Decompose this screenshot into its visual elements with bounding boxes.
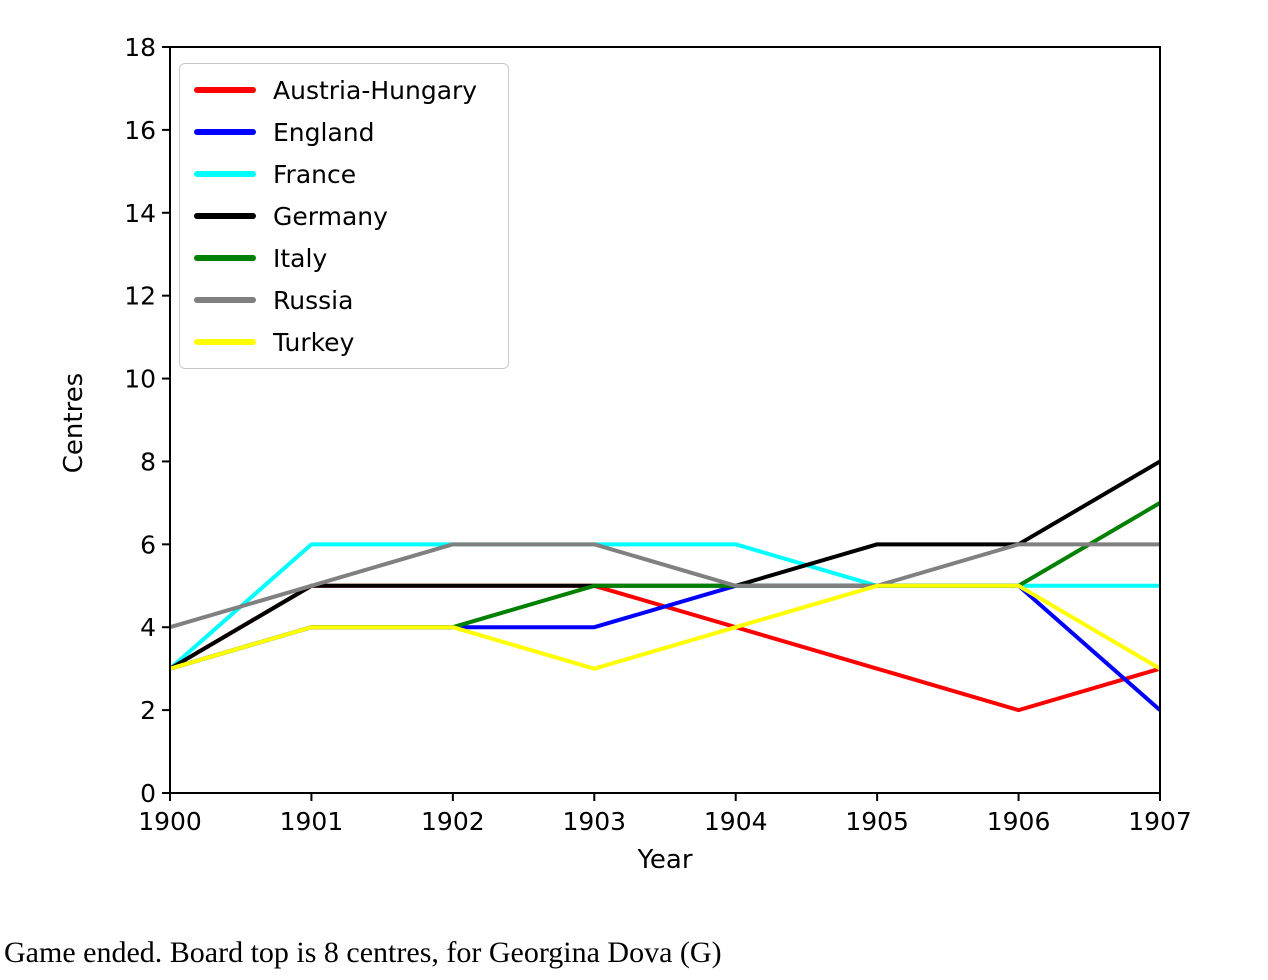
legend-item-italy: Italy xyxy=(180,237,508,279)
germany-legend-swatch xyxy=(194,213,256,219)
legend-item-russia: Russia xyxy=(180,279,508,321)
russia-legend-swatch xyxy=(194,297,256,303)
russia-line xyxy=(169,542,1160,630)
y-axis-title: Centres xyxy=(59,373,89,473)
england-legend-swatch xyxy=(194,129,256,135)
y-tick-label: 2 xyxy=(140,696,156,725)
legend-label: Italy xyxy=(273,243,328,273)
y-tick-label: 14 xyxy=(124,199,156,228)
y-tick-label: 16 xyxy=(124,116,156,145)
x-axis-title: Year xyxy=(636,845,692,875)
austria-hungary-legend-swatch xyxy=(194,87,256,93)
legend-label: Germany xyxy=(273,201,388,231)
italy-legend-swatch xyxy=(194,255,256,261)
legend-item-turkey: Turkey xyxy=(180,321,508,363)
legend-label: England xyxy=(273,117,375,147)
x-tick-label: 1905 xyxy=(845,807,909,836)
series-layer xyxy=(168,459,1162,713)
x-tick-label: 1901 xyxy=(280,807,344,836)
chart-legend: Austria-Hungary England France Germany Italy… xyxy=(179,63,509,369)
x-tick-label: 1907 xyxy=(1128,807,1192,836)
x-tick-label: 1902 xyxy=(421,807,485,836)
legend-label: Turkey xyxy=(273,327,355,357)
legend-item-germany: Germany xyxy=(180,195,508,237)
y-tick-label: 8 xyxy=(140,447,156,476)
legend-label: Austria-Hungary xyxy=(273,75,478,105)
legend-item-austria-hungary: Austria-Hungary xyxy=(180,69,508,111)
plot-border xyxy=(169,46,1161,794)
x-tick-label: 1900 xyxy=(138,807,202,836)
turkey-line xyxy=(169,583,1162,671)
x-tick-label: 1903 xyxy=(562,807,626,836)
legend-item-england: England xyxy=(180,111,508,153)
y-tick-label: 0 xyxy=(140,779,156,808)
legend-label: France xyxy=(273,159,357,189)
y-tick-label: 12 xyxy=(124,282,156,311)
legend-label: Russia xyxy=(273,285,354,315)
legend-item-france: France xyxy=(180,153,508,195)
y-tick-label: 10 xyxy=(124,365,156,394)
turkey-legend-swatch xyxy=(194,339,256,345)
centres-line-chart: 0 2 4 6 8 10 12 14 16 18 1900 1901 1902 1903 1904 1905 1… xyxy=(59,33,1192,875)
x-tick-label: 1906 xyxy=(987,807,1051,836)
france-legend-swatch xyxy=(194,171,256,177)
axes-layer: 0 2 4 6 8 10 12 14 16 18 1900 1901 1902 1903 1904 1905 1… xyxy=(124,33,1192,836)
game-status-caption: Game ended. Board top is 8 centres, for … xyxy=(4,936,722,969)
y-tick-label: 4 xyxy=(140,613,156,642)
x-tick-label: 1904 xyxy=(704,807,768,836)
y-tick-label: 6 xyxy=(140,530,156,559)
y-tick-label: 18 xyxy=(124,33,156,62)
